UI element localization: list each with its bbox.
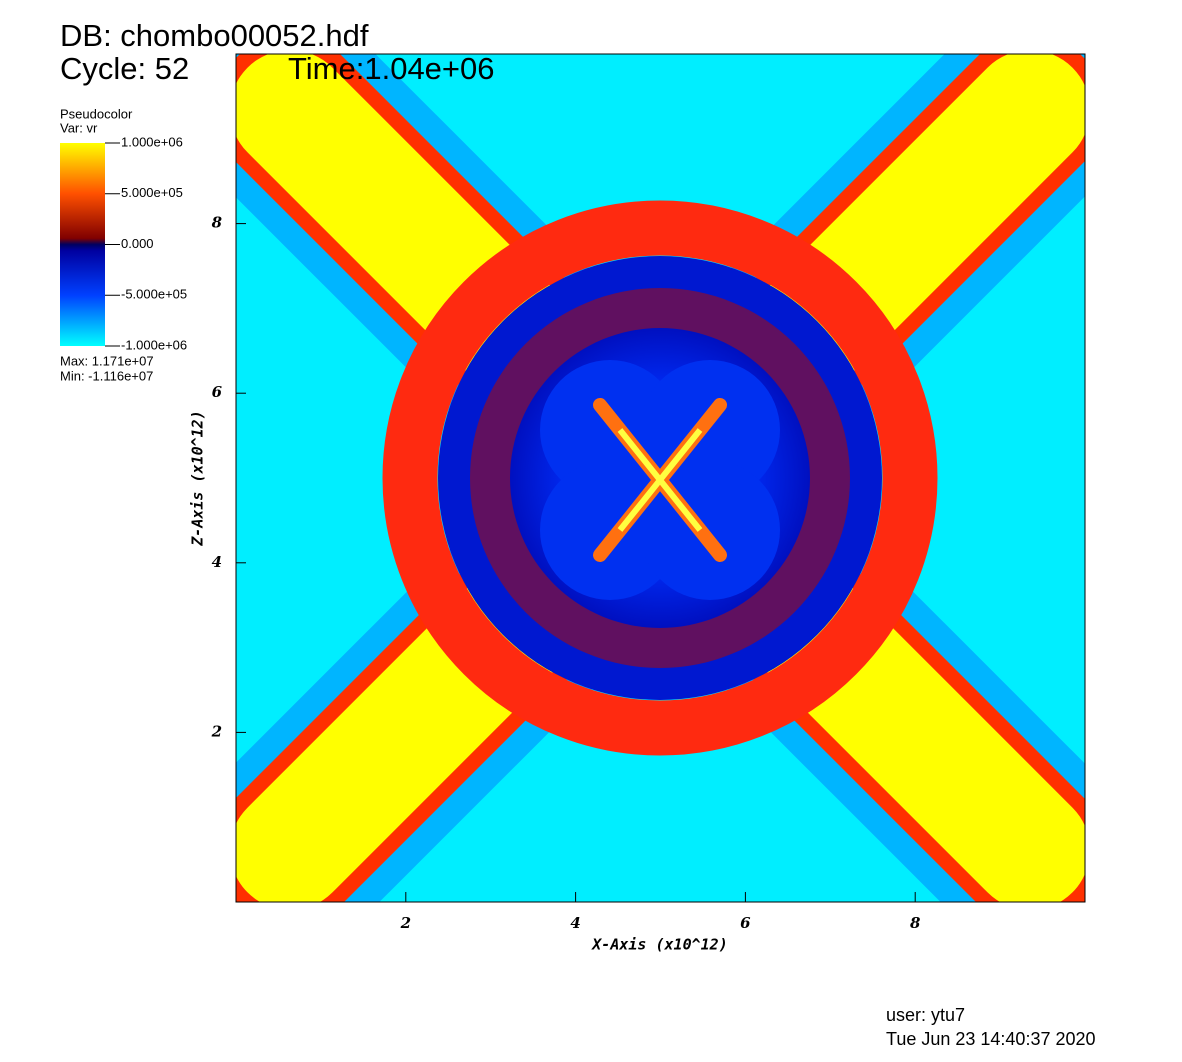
y-tick-label: 2 bbox=[211, 722, 222, 740]
time: Time:1.04e+06 bbox=[288, 51, 495, 86]
y-tick-label: 4 bbox=[212, 553, 222, 571]
legend-variable: Var: vr bbox=[60, 120, 98, 135]
x-tick-label: 8 bbox=[910, 914, 921, 932]
field-image bbox=[236, 54, 1085, 902]
min-label: Min: -1.116e+07 bbox=[60, 368, 153, 383]
colorbar-tick-label: 5.000e+05 bbox=[121, 185, 183, 200]
user: user: ytu7 bbox=[886, 1005, 965, 1025]
y-tick-label: 6 bbox=[212, 383, 223, 401]
colorbar-tick-label: -5.000e+05 bbox=[121, 287, 187, 302]
colorbar-tick-label: -1.000e+06 bbox=[121, 337, 187, 352]
db-name: DB: chombo00052.hdf bbox=[60, 18, 369, 53]
colorbar bbox=[60, 143, 105, 346]
x-tick-label: 6 bbox=[740, 914, 751, 932]
max-label: Max: 1.171e+07 bbox=[60, 353, 154, 368]
y-axis-label: Z-Axis (x10^12) bbox=[189, 410, 207, 546]
colorbar-tick-label: 1.000e+06 bbox=[121, 134, 183, 149]
x-axis-label: X-Axis (x10^12) bbox=[590, 936, 727, 954]
legend-title: Pseudocolor bbox=[60, 106, 133, 121]
cycle: Cycle: 52 bbox=[60, 51, 189, 86]
plot-frame bbox=[235, 53, 1086, 903]
date: Tue Jun 23 14:40:37 2020 bbox=[886, 1029, 1096, 1049]
y-tick-label: 8 bbox=[212, 214, 223, 232]
x-tick-label: 2 bbox=[400, 914, 411, 932]
x-tick-label: 4 bbox=[570, 914, 580, 932]
colorbar-tick-label: 0.000 bbox=[121, 236, 154, 251]
